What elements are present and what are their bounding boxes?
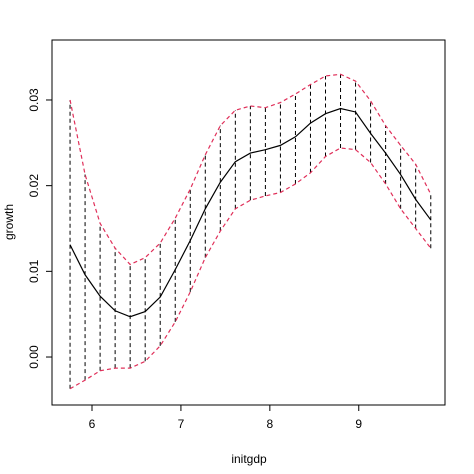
x-tick-label: 9 [355,417,362,431]
series-line [69,147,432,390]
x-tick-label: 8 [266,417,273,431]
x-axis-title: initgdp [231,452,267,466]
x-tick-label: 6 [89,417,96,431]
y-tick-label: 0.00 [27,345,41,369]
plot-box [51,39,446,406]
x-tick-label: 7 [178,417,185,431]
y-tick-label: 0.02 [27,174,41,198]
y-tick-label: 0.01 [27,259,41,283]
y-tick-label: 0.03 [27,88,41,112]
series-line [69,73,432,266]
y-axis-title: growth [2,204,16,240]
series-line [69,107,432,318]
